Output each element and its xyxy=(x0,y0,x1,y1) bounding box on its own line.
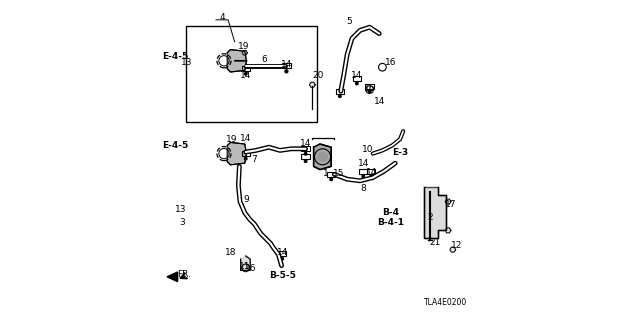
Text: 14: 14 xyxy=(240,71,252,80)
Text: 21: 21 xyxy=(429,238,440,247)
Text: 10: 10 xyxy=(362,145,374,154)
Polygon shape xyxy=(424,187,447,238)
Bar xyxy=(282,63,291,68)
Text: 7: 7 xyxy=(252,155,257,164)
Text: 14: 14 xyxy=(365,168,377,177)
Polygon shape xyxy=(445,228,451,233)
Text: 19: 19 xyxy=(239,42,250,51)
Text: E-4-5: E-4-5 xyxy=(162,52,189,60)
Circle shape xyxy=(244,157,247,160)
Polygon shape xyxy=(314,144,332,170)
Circle shape xyxy=(370,175,372,177)
Text: 2: 2 xyxy=(427,213,433,222)
Text: 16: 16 xyxy=(364,84,375,93)
Bar xyxy=(186,26,317,122)
Polygon shape xyxy=(227,142,246,165)
Text: FR.: FR. xyxy=(177,270,191,279)
Text: 11: 11 xyxy=(239,262,250,271)
Bar xyxy=(353,76,361,81)
Text: 12: 12 xyxy=(451,241,463,250)
Text: 16: 16 xyxy=(385,58,396,67)
Bar xyxy=(359,169,367,174)
Polygon shape xyxy=(445,199,451,204)
Bar xyxy=(242,151,250,156)
Polygon shape xyxy=(167,272,178,282)
Circle shape xyxy=(244,73,247,75)
Polygon shape xyxy=(241,256,250,270)
Text: 14: 14 xyxy=(358,159,369,168)
Text: 3: 3 xyxy=(179,218,184,227)
Circle shape xyxy=(362,175,364,177)
Text: 13: 13 xyxy=(175,205,186,214)
Text: E-4-5: E-4-5 xyxy=(162,141,189,150)
Circle shape xyxy=(356,82,358,84)
Circle shape xyxy=(305,160,307,163)
Text: B-4: B-4 xyxy=(383,208,399,217)
Text: 14: 14 xyxy=(277,248,288,257)
Circle shape xyxy=(339,95,341,97)
Circle shape xyxy=(281,258,284,260)
Text: 19: 19 xyxy=(226,135,237,144)
Bar xyxy=(367,169,375,174)
Text: TLA4E0200: TLA4E0200 xyxy=(424,298,467,307)
Polygon shape xyxy=(227,50,246,72)
Text: 14: 14 xyxy=(240,134,252,143)
Text: 13: 13 xyxy=(182,58,193,67)
Text: 4: 4 xyxy=(220,13,225,22)
Circle shape xyxy=(317,152,328,162)
Text: 17: 17 xyxy=(445,200,456,209)
Polygon shape xyxy=(450,247,456,252)
Text: 14: 14 xyxy=(281,60,292,68)
Text: 1: 1 xyxy=(323,169,328,178)
Text: 14: 14 xyxy=(300,139,311,148)
Text: 6: 6 xyxy=(261,55,267,64)
Text: 18: 18 xyxy=(225,248,237,257)
Text: 14: 14 xyxy=(351,71,362,80)
Text: 20: 20 xyxy=(312,71,324,80)
Text: 15: 15 xyxy=(333,169,344,178)
Text: 14: 14 xyxy=(374,97,385,106)
Bar xyxy=(327,172,335,177)
Circle shape xyxy=(369,90,371,93)
Bar xyxy=(336,89,344,94)
Text: 5: 5 xyxy=(346,17,351,26)
Text: 16: 16 xyxy=(245,264,257,273)
Circle shape xyxy=(285,70,288,73)
Text: 9: 9 xyxy=(243,195,248,204)
Bar xyxy=(242,66,250,71)
Bar xyxy=(365,84,374,89)
Bar xyxy=(301,146,310,151)
Polygon shape xyxy=(243,51,248,55)
Text: B-4-1: B-4-1 xyxy=(378,218,404,227)
Text: 8: 8 xyxy=(360,184,366,193)
Text: B-5-5: B-5-5 xyxy=(269,271,296,280)
Circle shape xyxy=(330,178,332,181)
Polygon shape xyxy=(310,82,315,87)
Bar xyxy=(301,154,310,159)
Bar xyxy=(278,251,287,256)
Text: E-3: E-3 xyxy=(392,148,408,156)
Circle shape xyxy=(305,153,307,155)
